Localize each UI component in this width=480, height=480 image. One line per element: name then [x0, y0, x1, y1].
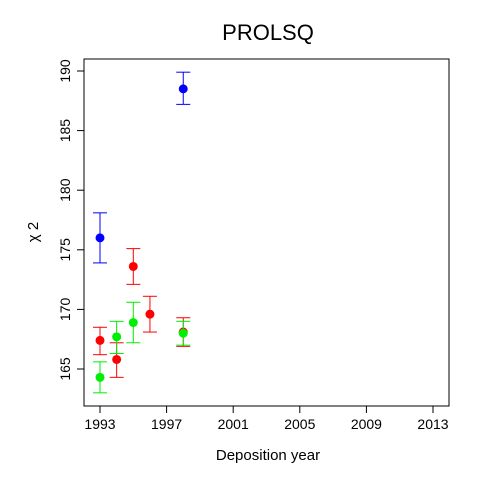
- data-point-s1-p0: [93, 326, 107, 356]
- marker: [128, 261, 138, 271]
- data-point-s2-p3: [176, 320, 191, 346]
- x-tick-label-1997: 1997: [151, 416, 182, 432]
- y-axis-label: χ 2: [25, 222, 42, 242]
- marker: [95, 372, 105, 382]
- y-tick-label-175: 175: [57, 238, 73, 262]
- x-tick-label-2013: 2013: [417, 416, 448, 432]
- data-point-s0-p0: [93, 212, 107, 264]
- data-point-s0-p1: [176, 71, 191, 105]
- chart-title: PROLSQ: [222, 20, 314, 45]
- y-tick-label-170: 170: [57, 298, 73, 322]
- marker: [128, 318, 138, 328]
- plot-frame: [83, 58, 450, 407]
- marker: [178, 328, 188, 338]
- data-point-s2-p0: [93, 361, 107, 394]
- data-marks: [93, 71, 191, 394]
- marker: [145, 309, 155, 319]
- marker: [112, 332, 122, 342]
- y-tick-label-190: 190: [57, 59, 73, 83]
- x-tick-label-2009: 2009: [351, 416, 382, 432]
- y-tick-label-165: 165: [57, 357, 73, 381]
- data-point-s1-p2: [126, 248, 141, 285]
- x-tick-label-1993: 1993: [84, 416, 115, 432]
- y-tick-label-180: 180: [57, 178, 73, 202]
- data-point-s2-p1: [109, 320, 124, 355]
- data-point-s2-p2: [126, 301, 141, 344]
- x-tick-label-2005: 2005: [284, 416, 315, 432]
- marker: [95, 233, 105, 243]
- data-point-s1-p3: [142, 295, 157, 333]
- x-axis: 1993 1997 2001 2005 2009 2013: [84, 406, 449, 432]
- marker: [112, 354, 122, 364]
- x-axis-label: Deposition year: [216, 447, 320, 464]
- y-tick-label-185: 185: [57, 119, 73, 143]
- x-tick-label-2001: 2001: [218, 416, 249, 432]
- marker: [95, 335, 105, 345]
- marker: [178, 84, 188, 94]
- y-axis: 165 170 175 180 185 190: [57, 59, 84, 381]
